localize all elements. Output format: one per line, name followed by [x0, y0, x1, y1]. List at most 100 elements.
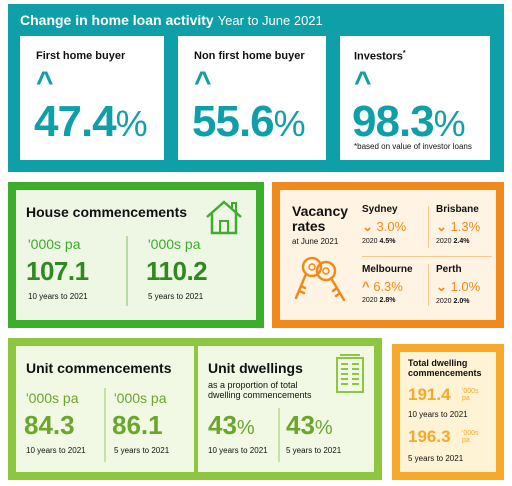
unit-dwellings-subtitle: as a proportion of total dwelling commen…	[208, 380, 312, 401]
card-unit: %	[433, 103, 466, 144]
vacancy-subtitle: at June 2021	[292, 237, 339, 246]
city-prev: 2020 2.0%	[436, 298, 492, 305]
down-arrow-icon: ⌄	[362, 219, 373, 234]
dwellings-left-period: 10 years to 2021	[208, 446, 268, 455]
prev-year: 2020	[436, 238, 452, 245]
investors-footnote: *based on value of investor loans	[354, 142, 472, 151]
city-rate: ⌄ 1.3%	[436, 219, 492, 235]
keys-icon	[290, 254, 352, 311]
total-dwelling-inner	[400, 352, 496, 472]
loan-title-text: Change in home loan activity	[20, 12, 214, 28]
dwellings-right-number: 43	[286, 410, 315, 440]
apartment-building-icon	[334, 354, 366, 399]
down-arrow-icon: ⌄	[436, 219, 447, 234]
total-period: 5 years to 2021	[408, 454, 464, 463]
card-unit: %	[273, 103, 306, 144]
units-left-period: 10 years to 2021	[26, 446, 86, 455]
divider	[362, 256, 492, 257]
total-row-2: 196.3 '000s pa	[408, 427, 479, 447]
city-melbourne: Melbourne ^ 6.3% 2020 2.8%	[362, 264, 426, 314]
vacancy-rates-inner	[280, 190, 496, 320]
card-number: 98.3	[352, 97, 435, 146]
unit-dwellings-inner	[198, 346, 374, 472]
divider	[104, 388, 106, 462]
prev-year: 2020	[362, 238, 378, 245]
total-value: 196.3	[408, 427, 451, 446]
city-brisbane: Brisbane ⌄ 1.3% 2020 2.4%	[436, 204, 492, 254]
total-unit: '000s pa	[462, 430, 479, 444]
divider	[428, 206, 429, 248]
divider	[126, 236, 128, 306]
prev-rate: 4.5%	[379, 238, 396, 245]
prev-rate: 2.8%	[379, 297, 396, 304]
total-period: 10 years to 2021	[408, 410, 468, 419]
city-sydney: Sydney ⌄ 3.0% 2020 4.5%	[362, 204, 426, 254]
house-right-label: '000s pa	[148, 236, 201, 252]
card-value: 55.6%	[192, 97, 306, 146]
house-icon	[204, 198, 244, 241]
total-row-1: 191.4 '000s pa	[408, 385, 479, 405]
card-label: First home buyer	[36, 50, 126, 62]
city-prev: 2020 2.4%	[436, 238, 492, 245]
unit-dwellings-title: Unit dwellings	[208, 360, 303, 376]
dwellings-left-unit: %	[236, 417, 255, 439]
divider	[278, 408, 280, 462]
prev-rate: 2.4%	[453, 238, 470, 245]
non-first-home-buyer-card: Non first home buyer ^ 55.6%	[178, 36, 326, 160]
up-arrow-icon: ^	[362, 279, 370, 294]
city-rate-value: 6.3%	[373, 279, 403, 294]
dwellings-left-value: 43%	[208, 412, 255, 438]
house-right-period: 5 years to 2021	[148, 292, 204, 301]
card-value: 98.3%	[352, 97, 466, 146]
dwellings-right-unit: %	[314, 417, 333, 439]
investors-card: Investors* ^ 98.3% *based on value of in…	[340, 36, 490, 160]
dwellings-right-period: 5 years to 2021	[286, 446, 342, 455]
city-prev: 2020 4.5%	[362, 238, 426, 245]
card-label: Investors*	[354, 50, 406, 63]
city-name: Brisbane	[436, 204, 479, 215]
city-name: Perth	[436, 264, 462, 275]
card-number: 55.6	[192, 97, 275, 146]
city-rate: ^ 6.3%	[362, 279, 426, 294]
dwellings-right-value: 43%	[286, 412, 333, 438]
up-arrow-icon: ^	[36, 66, 54, 99]
city-name: Sydney	[362, 204, 398, 215]
city-rate-value: 1.0%	[450, 279, 481, 294]
city-rate-value: 1.3%	[450, 219, 481, 234]
up-arrow-icon: ^	[194, 66, 212, 99]
card-number: 47.4	[34, 97, 117, 146]
city-perth: Perth ⌄ 1.0% 2020 2.0%	[436, 264, 492, 314]
house-commencements-inner	[16, 190, 256, 320]
first-home-buyer-card: First home buyer ^ 47.4%	[20, 36, 164, 160]
dwellings-left-number: 43	[208, 410, 237, 440]
divider	[428, 264, 429, 306]
up-arrow-icon: ^	[354, 66, 372, 99]
card-unit: %	[115, 103, 148, 144]
units-right-label: '000s pa	[114, 390, 167, 406]
footnote-mark: *	[402, 50, 406, 57]
house-commencements-title: House commencements	[26, 204, 188, 220]
city-name: Melbourne	[362, 264, 413, 275]
units-right-period: 5 years to 2021	[114, 446, 170, 455]
city-rate-value: 3.0%	[376, 219, 407, 234]
down-arrow-icon: ⌄	[436, 279, 447, 294]
units-left-label: '000s pa	[26, 390, 79, 406]
units-right-value: 86.1	[112, 410, 163, 440]
loan-activity-title: Change in home loan activity Year to June…	[20, 12, 323, 28]
card-label-text: Investors	[354, 50, 403, 63]
loan-subtitle: Year to June 2021	[217, 13, 323, 28]
total-value: 191.4	[408, 385, 451, 404]
prev-year: 2020	[362, 297, 378, 304]
prev-rate: 2.0%	[453, 298, 470, 305]
total-dwelling-title: Total dwelling commencements	[408, 358, 482, 379]
units-left-value: 84.3	[24, 410, 75, 440]
prev-year: 2020	[436, 298, 452, 305]
city-rate: ⌄ 3.0%	[362, 219, 426, 235]
house-left-period: 10 years to 2021	[28, 292, 88, 301]
house-right-value: 110.2	[146, 256, 208, 286]
house-left-label: '000s pa	[28, 236, 81, 252]
city-prev: 2020 2.8%	[362, 297, 426, 304]
house-left-value: 107.1	[26, 256, 89, 286]
total-unit: '000s pa	[462, 388, 479, 402]
vacancy-title: Vacancy rates	[292, 203, 349, 235]
